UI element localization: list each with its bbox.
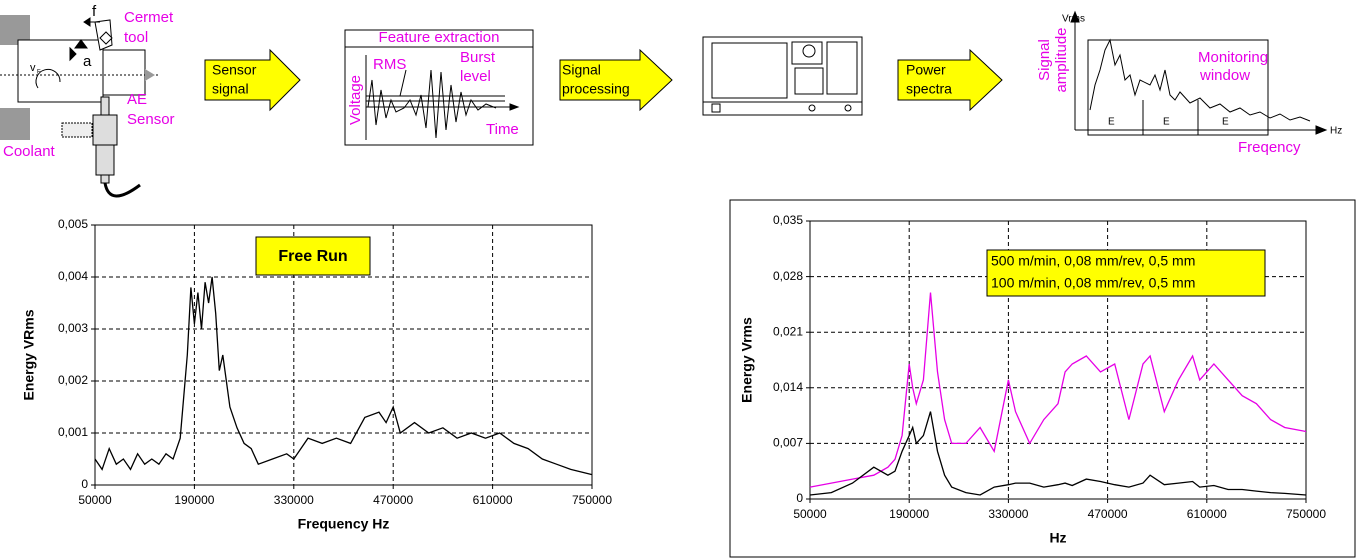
x-tick-label: 470000 [1088,507,1128,521]
y-tick-label: 0,014 [773,380,803,394]
feature-title: Feature extraction [379,29,500,46]
y-tick-label: 0,001 [58,425,88,439]
rms-label: RMS [373,56,406,73]
window-label: window [1199,67,1250,84]
x-tick-label: 330000 [988,507,1028,521]
x-tick-label: 50000 [78,493,112,507]
legend-label: 100 m/min, 0,08 mm/rev, 0,5 mm [991,275,1195,291]
feed-label: f [92,3,97,20]
coolant-label: Coolant [3,143,56,160]
y-tick-label: 0,021 [773,324,803,338]
arrow-label: Sensor [212,62,257,78]
arrow-label: Signal [562,62,601,78]
y-axis-label: Energy VRms [21,309,37,400]
y-tick-label: 0,035 [773,213,803,227]
x-tick-label: 330000 [274,493,314,507]
x-tick-label: 190000 [174,493,214,507]
x-tick-label: 610000 [1187,507,1227,521]
burst-label: Burst [460,49,496,66]
x-tick-label: 470000 [373,493,413,507]
y-tick-label: 0,004 [58,269,88,283]
arrow-label: spectra [906,81,952,97]
y-tick-label: 0,003 [58,321,88,335]
freq-label: Freqency [1238,139,1301,156]
arrow-label: signal [212,81,249,97]
y-tick-label: 0 [796,491,803,505]
y-axis-label: Energy Vrms [739,317,755,403]
x-tick-label: 750000 [572,493,612,507]
band-label: E [1222,117,1229,128]
time-label: Time [486,121,519,138]
legend-label: 500 m/min, 0,08 mm/rev, 0,5 mm [991,253,1195,269]
y-tick-label: 0 [81,477,88,491]
band-label: E [1108,117,1115,128]
band-label: E [1163,117,1170,128]
arrow-label: Power [906,62,946,78]
figure: f Cermet tool v F a AE Sensor Coolant Se… [0,0,1359,558]
vrms-label: Vrms [1062,14,1085,25]
y-tick-label: 0,002 [58,373,88,387]
voltage-label: Voltage [347,75,364,125]
sensor-label: AE [127,91,147,108]
y-tick-label: 0,005 [58,217,88,231]
arrow-label: processing [562,81,630,97]
burst-label: level [460,68,491,85]
speed-label: v [30,62,36,74]
speed-sub: F [37,70,41,76]
sensor-label: Sensor [127,111,175,128]
annotation: Free Run [278,248,347,265]
x-tick-label: 190000 [889,507,929,521]
tool-label: tool [124,29,148,46]
y-tick-label: 0,007 [773,436,803,450]
x-tick-label: 750000 [1286,507,1326,521]
amplitude-label: amplitude [1053,27,1070,92]
x-tick-label: 610000 [473,493,513,507]
x-tick-label: 50000 [793,507,827,521]
x-axis-label: Hz [1049,530,1066,546]
depth-label: a [83,53,92,70]
amplitude-label: Signal [1036,39,1053,81]
y-tick-label: 0,028 [773,269,803,283]
tool-label: Cermet [124,9,174,26]
window-label: Monitoring [1198,49,1268,66]
x-axis-label: Frequency Hz [298,516,390,532]
analyzer [703,37,862,115]
hz-label: Hz [1330,126,1342,137]
